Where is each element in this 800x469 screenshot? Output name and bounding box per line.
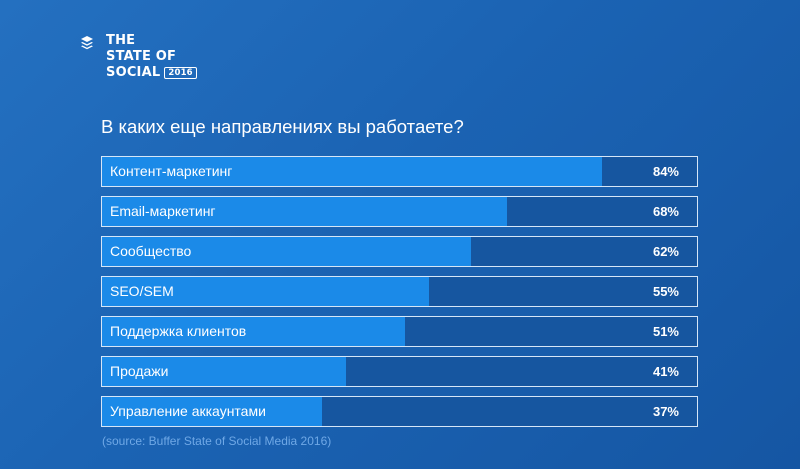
bar-value-label: 55% bbox=[652, 284, 679, 299]
bar bbox=[102, 237, 471, 266]
bar-row: SEO/SEM 55% bbox=[101, 276, 698, 307]
bar-row: Управление аккаунтами 37% bbox=[101, 396, 698, 427]
bar bbox=[102, 197, 507, 226]
brand-logo: THE STATE OF SOCIAL 2016 bbox=[80, 33, 197, 81]
bar bbox=[102, 157, 602, 186]
bar-row: Email-маркетинг 68% bbox=[101, 196, 698, 227]
bar-category-label: Сообщество bbox=[110, 243, 192, 259]
bar-row: Контент-маркетинг 84% bbox=[101, 156, 698, 187]
bar-chart: Контент-маркетинг 84% Email-маркетинг 68% Со… bbox=[101, 156, 698, 436]
bar-row: Сообщество 62% bbox=[101, 236, 698, 267]
source-note: (source: Buffer State of Social Media 20… bbox=[102, 434, 332, 448]
bar-value-label: 41% bbox=[652, 364, 679, 379]
bar-category-label: Управление аккаунтами bbox=[110, 403, 266, 419]
bar-category-label: SEO/SEM bbox=[110, 283, 174, 299]
bar bbox=[102, 317, 406, 346]
bar bbox=[102, 397, 323, 426]
bar-row: Продажи 41% bbox=[101, 356, 698, 387]
bar-category-label: Поддержка клиентов bbox=[110, 323, 247, 339]
year-badge: 2016 bbox=[164, 67, 197, 79]
bar bbox=[102, 357, 346, 386]
bar-category-label: Продажи bbox=[110, 363, 169, 379]
bar-category-label: Контент-маркетинг bbox=[110, 163, 233, 179]
bar-value-label: 68% bbox=[652, 204, 679, 219]
brand-line-3-text: SOCIAL bbox=[106, 65, 161, 80]
brand-wordmark: THE STATE OF SOCIAL 2016 bbox=[106, 33, 197, 81]
brand-line-2: STATE OF bbox=[106, 49, 177, 64]
bar-value-label: 37% bbox=[652, 404, 679, 419]
bar-row: Поддержка клиентов 51% bbox=[101, 316, 698, 347]
bar bbox=[102, 277, 430, 306]
stacked-layers-icon bbox=[81, 36, 93, 50]
bar-value-label: 62% bbox=[652, 244, 679, 259]
chart-title: В каких еще направлениях вы работаете? bbox=[101, 116, 464, 137]
bar-value-label: 51% bbox=[652, 324, 679, 339]
brand-line-3: SOCIAL 2016 bbox=[106, 65, 197, 81]
bar-category-label: Email-маркетинг bbox=[110, 203, 216, 219]
bar-value-label: 84% bbox=[652, 164, 679, 179]
brand-line-1: THE bbox=[106, 33, 136, 48]
